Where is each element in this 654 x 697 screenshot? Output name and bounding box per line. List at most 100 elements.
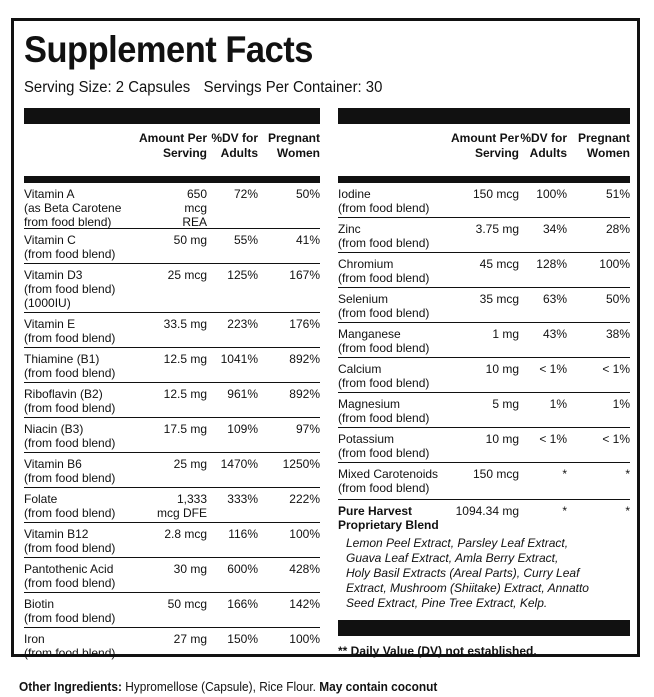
left-nutrient-list: Vitamin A (as Beta Carotene from food bl… bbox=[24, 183, 320, 662]
nutrient-pregnant: < 1% bbox=[602, 362, 630, 376]
nutrient-amount: 2.8 mcg bbox=[164, 527, 207, 541]
nutrient-name: Folate (from food blend) bbox=[24, 492, 116, 521]
blend-dv: * bbox=[562, 504, 567, 518]
nutrient-name: Vitamin D3 (from food blend) (1000IU) bbox=[24, 268, 116, 311]
blend-pw: * bbox=[625, 504, 630, 518]
nutrient-dv: 125% bbox=[227, 268, 258, 282]
nutrient-dv: 1% bbox=[549, 397, 567, 411]
nutrient-name: Zinc (from food blend) bbox=[338, 222, 430, 251]
right-column: Amount Per Serving %DV for Adults Pregna… bbox=[338, 108, 630, 658]
nutrient-amount: 25 mcg bbox=[167, 268, 207, 282]
nutrient-pregnant: 100% bbox=[599, 257, 630, 271]
header-dv: %DV for Adults bbox=[211, 131, 258, 160]
nutrient-row: Iodine (from food blend) 150 mcg 100% 51% bbox=[338, 183, 630, 218]
nutrient-pregnant: 50% bbox=[295, 187, 320, 201]
nutrient-name: Iodine (from food blend) bbox=[338, 187, 430, 216]
nutrient-name: Niacin (B3) (from food blend) bbox=[24, 422, 116, 451]
nutrient-dv: 961% bbox=[227, 387, 258, 401]
nutrient-row: Riboflavin (B2) (from food blend) 12.5 mg… bbox=[24, 383, 320, 418]
nutrient-pregnant: 28% bbox=[605, 222, 630, 236]
nutrient-amount: 1,333 mcg DFE bbox=[156, 492, 207, 521]
nutrient-row: Vitamin B12 (from food blend) 2.8 mcg 116%… bbox=[24, 523, 320, 558]
nutrient-name: Manganese (from food blend) bbox=[338, 327, 430, 356]
proprietary-blend-row: Pure Harvest Proprietary Blend 1094.34 m… bbox=[338, 500, 630, 533]
nutrient-dv: 600% bbox=[227, 562, 258, 576]
nutrient-amount: 1 mg bbox=[492, 327, 519, 341]
header-pregnant: Pregnant Women bbox=[267, 131, 320, 160]
other-ingredients: Other Ingredients: Hypromellose (Capsule… bbox=[19, 680, 437, 694]
nutrient-row: Mixed Carotenoids (from food blend) 150 m… bbox=[338, 463, 630, 500]
nutrient-name: Calcium (from food blend) bbox=[338, 362, 430, 391]
nutrient-amount: 35 mcg bbox=[479, 292, 519, 306]
nutrient-pregnant: 38% bbox=[605, 327, 630, 341]
nutrient-amount: 12.5 mg bbox=[163, 352, 207, 366]
nutrient-dv: 43% bbox=[542, 327, 567, 341]
nutrient-dv: 150% bbox=[227, 632, 258, 646]
other-ingredients-text: Hypromellose (Capsule), Rice Flour. bbox=[121, 680, 320, 694]
nutrient-name: Vitamin B6 (from food blend) bbox=[24, 457, 116, 486]
nutrient-amount: 30 mg bbox=[173, 562, 207, 576]
nutrient-amount: 17.5 mg bbox=[163, 422, 207, 436]
other-ingredients-label: Other Ingredients: bbox=[19, 680, 122, 694]
nutrient-dv: 128% bbox=[536, 257, 567, 271]
nutrient-dv: 1470% bbox=[220, 457, 258, 471]
column-header: Amount Per Serving %DV for Adults Pregna… bbox=[338, 124, 630, 176]
nutrient-pregnant: 142% bbox=[289, 597, 320, 611]
nutrient-pregnant: < 1% bbox=[602, 432, 630, 446]
nutrient-dv: * bbox=[562, 467, 567, 481]
nutrient-amount: 50 mcg bbox=[167, 597, 207, 611]
nutrient-name: Magnesium (from food blend) bbox=[338, 397, 430, 426]
nutrient-pregnant: 51% bbox=[605, 187, 630, 201]
nutrient-name: Thiamine (B1) (from food blend) bbox=[24, 352, 116, 381]
thick-rule bbox=[338, 108, 630, 124]
nutrient-pregnant: 50% bbox=[605, 292, 630, 306]
header-amount: Amount Per Serving bbox=[138, 131, 207, 160]
nutrient-row: Iron (from food blend) 27 mg 150% 100% bbox=[24, 628, 320, 662]
nutrient-name: Vitamin E (from food blend) bbox=[24, 317, 116, 346]
nutrient-dv: 34% bbox=[542, 222, 567, 236]
column-header: Amount Per Serving %DV for Adults Pregna… bbox=[24, 124, 320, 176]
nutrient-row: Chromium (from food blend) 45 mcg 128% 100% bbox=[338, 253, 630, 288]
nutrient-dv: 116% bbox=[228, 527, 258, 541]
nutrient-pregnant: 1250% bbox=[282, 457, 320, 471]
servings-per-container: Servings Per Container: 30 bbox=[203, 79, 383, 96]
nutrient-pregnant: 892% bbox=[289, 352, 320, 366]
nutrient-row: Biotin (from food blend) 50 mcg 166% 142% bbox=[24, 593, 320, 628]
nutrient-dv: < 1% bbox=[539, 362, 567, 376]
nutrient-pregnant: 41% bbox=[295, 233, 320, 247]
nutrient-name: Riboflavin (B2) (from food blend) bbox=[24, 387, 116, 416]
nutrient-row: Potassium (from food blend) 10 mg < 1% < 1% bbox=[338, 428, 630, 463]
thick-rule bbox=[24, 108, 320, 124]
blend-amount: 1094.34 mg bbox=[455, 504, 519, 518]
nutrient-name: Mixed Carotenoids (from food blend) bbox=[338, 467, 439, 496]
nutrient-pregnant: 100% bbox=[289, 527, 320, 541]
nutrient-row: Vitamin A (as Beta Carotene from food bl… bbox=[24, 183, 320, 229]
panel-title: Supplement Facts bbox=[24, 29, 313, 70]
nutrient-pregnant: 892% bbox=[289, 387, 320, 401]
nutrient-name: Vitamin A (as Beta Carotene from food bl… bbox=[24, 187, 122, 230]
nutrient-dv: 166% bbox=[227, 597, 258, 611]
nutrient-amount: 45 mcg bbox=[479, 257, 519, 271]
nutrient-row: Folate (from food blend) 1,333 mcg DFE 333… bbox=[24, 488, 320, 523]
nutrient-row: Vitamin D3 (from food blend) (1000IU) 25 … bbox=[24, 264, 320, 313]
header-amount: Amount Per Serving bbox=[450, 131, 519, 160]
serving-size: Serving Size: 2 Capsules bbox=[24, 79, 191, 96]
nutrient-row: Vitamin E (from food blend) 33.5 mg 223% 17… bbox=[24, 313, 320, 348]
blend-name: Pure Harvest Proprietary Blend bbox=[338, 504, 439, 533]
nutrient-dv: 1041% bbox=[220, 352, 258, 366]
nutrient-name: Vitamin C (from food blend) bbox=[24, 233, 116, 262]
nutrient-pregnant: 100% bbox=[289, 632, 320, 646]
serving-info: Serving Size: 2 Capsules Servings Per Con… bbox=[24, 79, 382, 97]
nutrient-name: Vitamin B12 (from food blend) bbox=[24, 527, 116, 556]
nutrient-dv: < 1% bbox=[539, 432, 567, 446]
nutrient-name: Pantothenic Acid (from food blend) bbox=[24, 562, 116, 591]
nutrient-amount: 27 mg bbox=[173, 632, 207, 646]
nutrient-pregnant: 167% bbox=[289, 268, 320, 282]
nutrient-row: Vitamin B6 (from food blend) 25 mg 1470% 12… bbox=[24, 453, 320, 488]
nutrient-dv: 72% bbox=[233, 187, 258, 201]
header-dv: %DV for Adults bbox=[520, 131, 567, 160]
nutrient-amount: 10 mg bbox=[485, 362, 519, 376]
nutrient-amount: 650 mcg REA bbox=[182, 187, 207, 230]
nutrient-amount: 12.5 mg bbox=[163, 387, 207, 401]
right-nutrient-list: Iodine (from food blend) 150 mcg 100% 51% Zi… bbox=[338, 183, 630, 500]
